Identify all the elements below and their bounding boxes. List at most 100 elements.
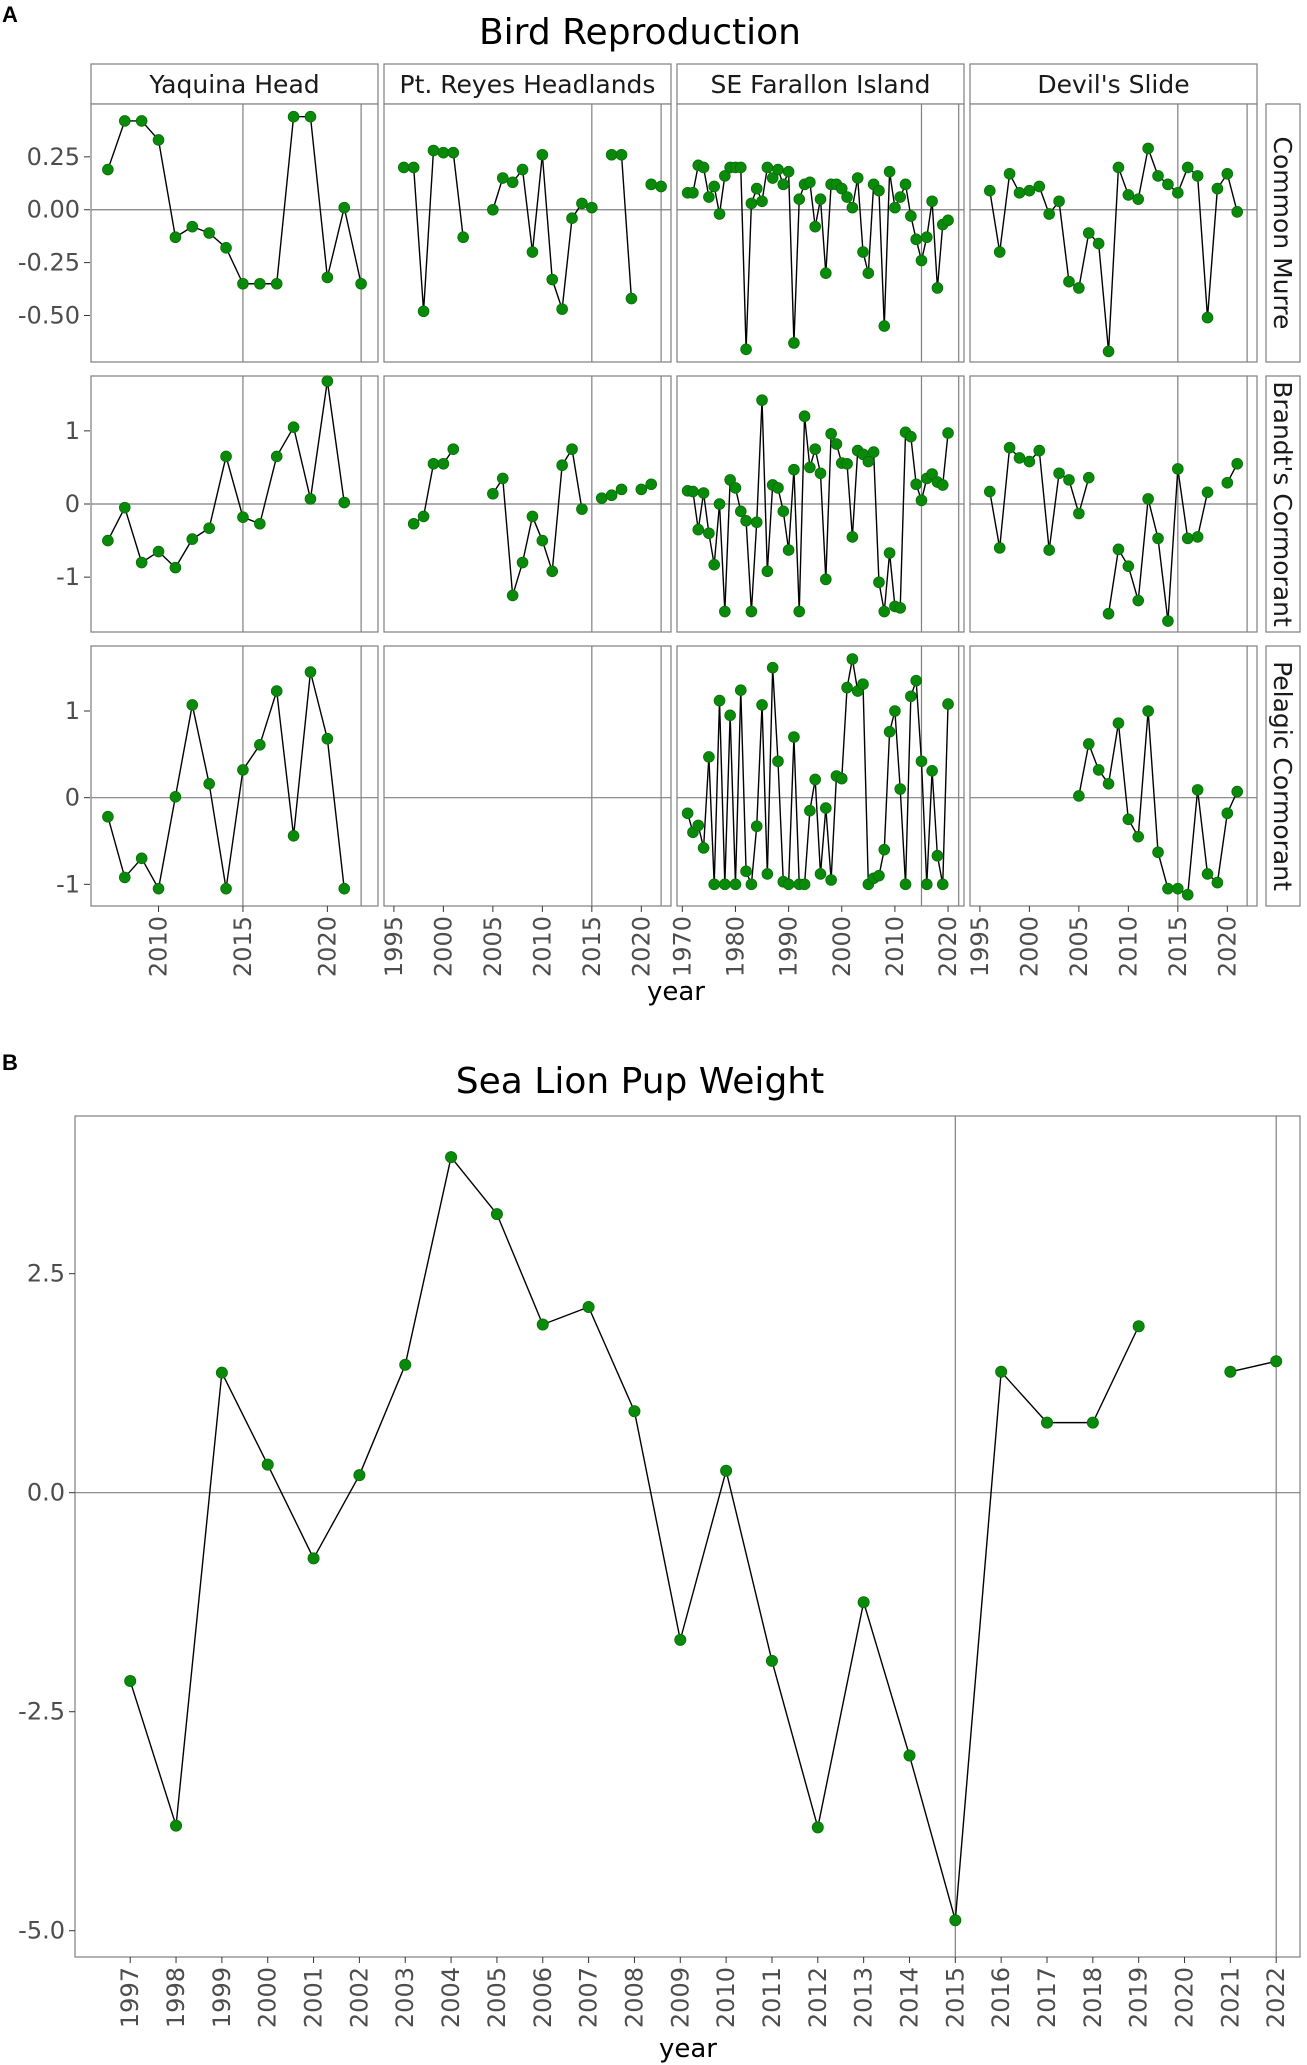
series-point-2016 bbox=[1181, 532, 1194, 545]
series-point-2019 bbox=[936, 479, 949, 491]
series-line-segment bbox=[825, 184, 832, 274]
series-point-1974 bbox=[697, 842, 710, 854]
series-line-segment bbox=[692, 491, 699, 530]
series-point-2015 bbox=[915, 254, 928, 267]
series-point-2018 bbox=[1201, 868, 1214, 880]
series-line-segment bbox=[777, 761, 784, 882]
series-line-segment bbox=[1196, 789, 1209, 875]
facet-strip-label: Devil's Slide bbox=[1037, 70, 1189, 99]
series-line-segment bbox=[718, 503, 726, 612]
series-point-2002 bbox=[457, 231, 469, 244]
series-point-2014 bbox=[576, 197, 588, 210]
series-point-1997 bbox=[124, 1675, 137, 1688]
x-tick-label: 2015 bbox=[941, 1967, 969, 2028]
series-point-1978 bbox=[719, 605, 731, 618]
series-point-2009 bbox=[135, 852, 148, 865]
series-point-2007 bbox=[873, 184, 885, 197]
series-line-segment bbox=[734, 690, 742, 885]
x-tick-label: 2021 bbox=[1216, 1967, 1244, 2028]
series-point-2020 bbox=[942, 214, 954, 227]
series-line-segment bbox=[888, 552, 896, 607]
series-point-1989 bbox=[777, 178, 790, 191]
series-point-2020 bbox=[942, 698, 954, 710]
series-point-2011 bbox=[765, 1654, 778, 1667]
series-line-segment bbox=[587, 1306, 636, 1412]
x-tick-label: 2018 bbox=[1079, 1967, 1107, 2028]
series-point-2002 bbox=[1043, 208, 1055, 220]
y-tick-label: -5.0 bbox=[18, 1917, 65, 1945]
series-line-segment bbox=[326, 738, 345, 889]
series-point-1996 bbox=[814, 467, 827, 480]
x-tick-label: 2015 bbox=[578, 916, 606, 977]
series-point-2021 bbox=[338, 496, 351, 509]
series-line-segment bbox=[1206, 188, 1219, 318]
series-line-segment bbox=[309, 671, 329, 739]
panel-border bbox=[383, 645, 672, 907]
x-tick-label: 2014 bbox=[895, 1967, 923, 2028]
series-line-segment bbox=[756, 400, 763, 523]
series-point-1975 bbox=[703, 527, 715, 540]
series-point-2010 bbox=[536, 148, 549, 161]
series-point-2009 bbox=[1112, 543, 1125, 556]
series-line-segment bbox=[908, 1755, 956, 1921]
facet-strip-label: SE Farallon Island bbox=[711, 70, 931, 99]
series-point-2011 bbox=[894, 783, 907, 795]
series-point-2003 bbox=[1053, 195, 1065, 208]
y-tick-label: -1 bbox=[56, 563, 80, 591]
series-point-2005 bbox=[487, 203, 499, 216]
series-point-2008 bbox=[516, 163, 529, 176]
series-point-2012 bbox=[1142, 493, 1154, 505]
facet-panel-brandt-s-cormorant-devil-s-slide bbox=[969, 375, 1258, 633]
series-point-2008 bbox=[878, 320, 891, 332]
facet-panel-brandt-s-cormorant-se-farallon-island bbox=[676, 375, 965, 633]
series-point-1998 bbox=[825, 874, 837, 886]
series-point-2011 bbox=[1132, 594, 1145, 607]
series-point-2012 bbox=[1142, 705, 1154, 717]
series-line-segment bbox=[899, 788, 907, 885]
series-point-2006 bbox=[496, 472, 509, 485]
series-point-2015 bbox=[1172, 187, 1184, 199]
series-line-segment bbox=[496, 1213, 544, 1325]
series-point-2021 bbox=[1231, 206, 1244, 218]
series-point-2001 bbox=[841, 681, 853, 694]
series-point-2014 bbox=[220, 882, 232, 895]
series-line-segment bbox=[191, 704, 210, 784]
series-line-segment bbox=[1078, 477, 1090, 514]
series-point-1982 bbox=[740, 865, 752, 878]
series-line-segment bbox=[1137, 710, 1149, 837]
series-point-2009 bbox=[135, 556, 148, 569]
series-point-1983 bbox=[745, 197, 758, 210]
series-point-2008 bbox=[1102, 607, 1115, 620]
facet-strip-box bbox=[1265, 375, 1301, 633]
series-line-segment bbox=[989, 190, 1001, 253]
series-point-1989 bbox=[777, 505, 790, 518]
series-point-2017 bbox=[926, 195, 938, 208]
series-line-segment bbox=[1137, 498, 1149, 601]
series-point-2005 bbox=[490, 1208, 503, 1221]
x-tick-label: 1995 bbox=[966, 916, 994, 977]
series-line-segment bbox=[521, 169, 534, 253]
series-point-2003 bbox=[851, 172, 864, 184]
series-point-2004 bbox=[857, 678, 869, 690]
series-line-segment bbox=[1137, 148, 1149, 200]
series-line-segment bbox=[915, 680, 923, 762]
series-point-2000 bbox=[437, 457, 450, 470]
series-point-2017 bbox=[1191, 170, 1204, 182]
x-tick-label: 1995 bbox=[380, 916, 408, 977]
series-line-segment bbox=[857, 177, 864, 253]
x-tick-label: 2000 bbox=[828, 916, 856, 977]
series-point-1982 bbox=[740, 515, 752, 527]
x-tick-label: 2010 bbox=[1114, 916, 1142, 977]
series-line-segment bbox=[750, 522, 758, 612]
facet-strip-brandt-s-cormorant: Brandt's Cormorant bbox=[1265, 375, 1301, 633]
series-line-segment bbox=[1157, 538, 1169, 622]
series-point-2008 bbox=[1102, 777, 1115, 790]
series-point-1972 bbox=[687, 485, 699, 498]
series-point-1997 bbox=[407, 161, 420, 174]
x-tick-label: 2020 bbox=[1213, 916, 1241, 977]
series-line-segment bbox=[1147, 498, 1159, 539]
series-line-segment bbox=[793, 736, 800, 885]
facet-strip-common-murre: Common Murre bbox=[1265, 103, 1301, 363]
series-point-1996 bbox=[983, 184, 996, 197]
x-tick-label: 2020 bbox=[1171, 1967, 1199, 2028]
